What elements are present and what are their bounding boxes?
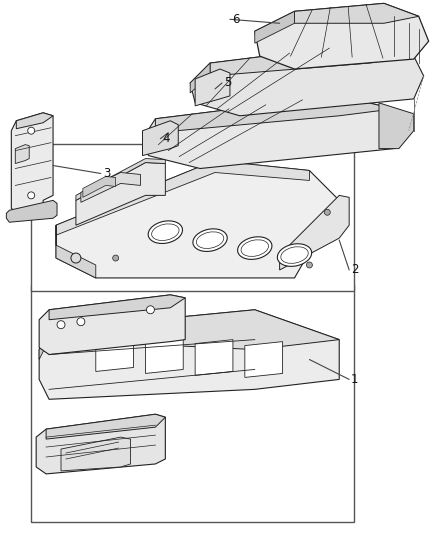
Circle shape (28, 127, 35, 134)
Text: 6: 6 (232, 13, 240, 26)
Polygon shape (36, 414, 165, 474)
Polygon shape (96, 336, 134, 372)
Ellipse shape (148, 221, 183, 244)
Polygon shape (76, 158, 165, 200)
Polygon shape (39, 310, 339, 399)
Polygon shape (39, 330, 49, 360)
Polygon shape (46, 414, 165, 439)
Circle shape (113, 255, 119, 261)
Polygon shape (15, 144, 29, 164)
Polygon shape (142, 96, 409, 168)
Circle shape (28, 192, 35, 199)
Polygon shape (190, 63, 210, 93)
Polygon shape (39, 295, 185, 354)
Polygon shape (155, 96, 394, 133)
Polygon shape (11, 113, 53, 215)
Circle shape (324, 209, 330, 215)
Polygon shape (145, 337, 183, 374)
Polygon shape (195, 69, 230, 106)
Polygon shape (83, 176, 116, 197)
Circle shape (57, 321, 65, 329)
Text: 3: 3 (103, 167, 110, 180)
Ellipse shape (281, 247, 308, 263)
Bar (31, 144, 354, 291)
Polygon shape (49, 295, 185, 320)
Ellipse shape (237, 237, 272, 260)
Ellipse shape (277, 244, 312, 266)
Ellipse shape (241, 240, 268, 256)
Polygon shape (245, 342, 283, 377)
Polygon shape (56, 160, 309, 235)
Polygon shape (195, 340, 233, 375)
Ellipse shape (193, 229, 227, 252)
Polygon shape (81, 173, 141, 203)
Polygon shape (294, 3, 419, 23)
Text: 5: 5 (224, 76, 231, 90)
Polygon shape (76, 163, 165, 225)
Polygon shape (255, 11, 294, 43)
Text: 2: 2 (351, 263, 359, 277)
Circle shape (77, 318, 85, 326)
Polygon shape (142, 121, 178, 156)
Polygon shape (279, 196, 349, 270)
Polygon shape (190, 43, 424, 116)
Polygon shape (255, 3, 429, 69)
Polygon shape (61, 437, 131, 471)
Polygon shape (16, 113, 53, 129)
Polygon shape (7, 200, 57, 222)
Circle shape (146, 306, 155, 314)
Polygon shape (379, 103, 414, 149)
Text: 4: 4 (162, 132, 170, 145)
Ellipse shape (196, 232, 224, 248)
Polygon shape (210, 43, 414, 76)
Ellipse shape (152, 224, 179, 240)
Circle shape (71, 253, 81, 263)
Polygon shape (49, 310, 339, 350)
Polygon shape (56, 225, 96, 278)
Text: 1: 1 (351, 373, 359, 386)
Circle shape (307, 262, 312, 268)
Polygon shape (56, 160, 339, 278)
Bar (31, 285, 354, 522)
